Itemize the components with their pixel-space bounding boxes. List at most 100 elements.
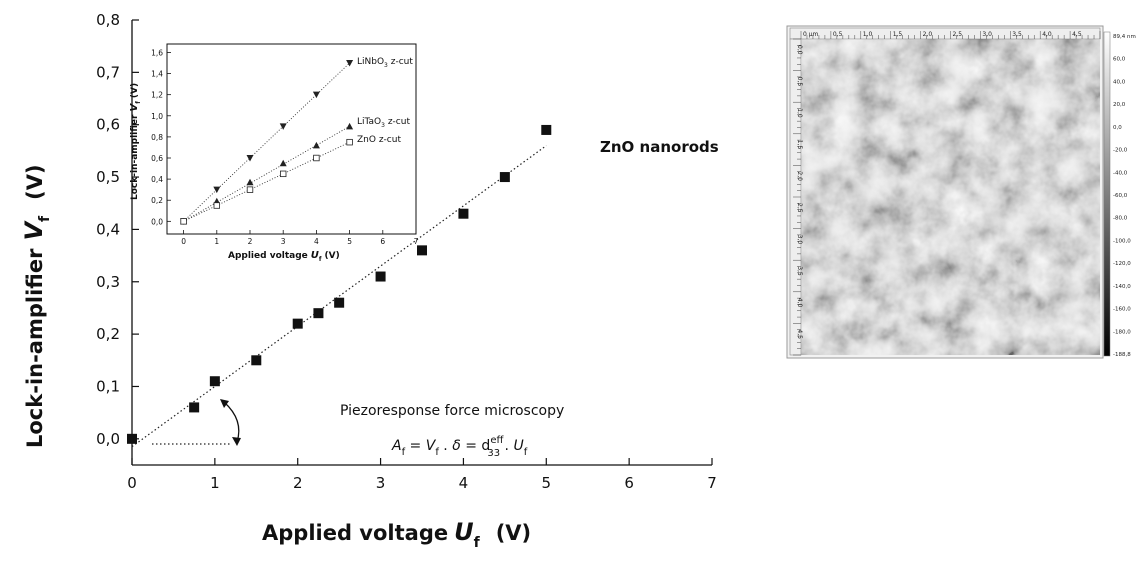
formula-a-sub: f xyxy=(402,447,406,458)
data-point-zno-nanorods xyxy=(334,297,345,308)
afm-colorbar-label: -140,0 xyxy=(1113,284,1131,290)
x-axis-title-sub: f xyxy=(474,535,481,551)
inset-label-litao3: LiTaO3 z-cut xyxy=(357,117,410,129)
x-axis-title-symbol: U xyxy=(454,518,474,546)
inset-y-tick-label: 0,0 xyxy=(151,217,163,226)
x-tick-label: 1 xyxy=(210,474,220,492)
afm-colorbar-label: 40,0 xyxy=(1113,79,1126,85)
y-tick-label: 0,3 xyxy=(96,273,120,291)
inset-label-litao3-name: LiTaO xyxy=(357,117,381,127)
inset-label-litao3-sub: 3 xyxy=(381,122,385,129)
afm-top-tick-label: 1,0 xyxy=(863,31,873,38)
inset-point-litao3 xyxy=(346,122,354,130)
afm-surface xyxy=(801,39,1100,355)
afm-top-tick-label: 3,5 xyxy=(1012,31,1022,38)
inset-point-zno-z-cut xyxy=(213,202,220,209)
inset-x-axis-title-sub: f xyxy=(319,256,322,263)
inset-label-linbo3-suffix: z-cut xyxy=(388,57,413,67)
inset-y-tick-label: 1,6 xyxy=(151,48,163,57)
x-tick-label: 4 xyxy=(459,474,469,492)
afm-left-tick-label: 1,5 xyxy=(796,140,803,150)
inset-y-tick-label: 0,4 xyxy=(151,175,163,184)
inset-label-linbo3-sub: 3 xyxy=(384,62,388,69)
afm-left-tick-label: 0,5 xyxy=(796,77,803,87)
data-points xyxy=(127,124,552,444)
afm-left-tick-label: 2,5 xyxy=(796,203,803,213)
y-axis-title-text: Lock-in-amplifier xyxy=(23,248,47,448)
data-point-zno-nanorods xyxy=(313,308,324,319)
afm-colorbar-label: -40,0 xyxy=(1113,170,1128,176)
afm-left-tick-label: 4,0 xyxy=(796,298,803,308)
inset-point-zno-z-cut xyxy=(313,154,320,162)
main-chart: 0 1 2 3 4 5 6 7 0,0 0,1 0,2 0,3 0,4 0,5 0,6 0,7 0,8 ZnO … xyxy=(20,11,719,551)
inset-point-linbo3 xyxy=(246,155,254,162)
inset-x-axis-title-text: Applied voltage xyxy=(228,251,308,261)
afm-colorbar-labels: 89,4 nm 60,0 40,0 20,0 0,0 -20,0 -40,0 -60,0 -80… xyxy=(1113,34,1136,358)
x-axis-title: Applied voltage Uf (V) xyxy=(262,518,531,551)
fit-line-segment xyxy=(131,145,547,448)
data-point-zno-nanorods xyxy=(251,355,262,366)
inset-label-linbo3: LiNbO3 z-cut xyxy=(357,57,413,69)
afm-colorbar xyxy=(1103,31,1111,357)
data-point-zno-nanorods xyxy=(541,124,552,135)
formula-v-sub: f xyxy=(435,447,439,458)
arrow-head-top xyxy=(220,399,229,408)
y-tick-label: 0,1 xyxy=(96,377,120,395)
x-tick-label: 7 xyxy=(707,474,717,492)
afm-top-tick-label: 4,5 xyxy=(1072,31,1082,38)
inset-x-axis-title-symbol: U xyxy=(311,250,319,261)
inset-point-litao3 xyxy=(279,159,287,167)
afm-colorbar-label: -100,0 xyxy=(1113,238,1131,244)
afm-top-tick-label: 0 µm xyxy=(803,31,819,38)
y-tick-label: 0,8 xyxy=(96,11,120,29)
method-label: Piezoresponse force microscopy xyxy=(340,403,564,419)
afm-top-tick-label: 4,0 xyxy=(1042,31,1052,38)
y-tick-label: 0,2 xyxy=(96,325,120,343)
afm-top-tick-label: 2,0 xyxy=(923,31,933,38)
inset-data-points xyxy=(180,60,354,225)
x-axis-title-unit: (V) xyxy=(496,521,531,545)
inset-point-litao3 xyxy=(312,141,320,149)
afm-left-ticks: 0,0 0,5 1,0 1,5 2,0 2,5 3,0 3,5 4,0 4,5 xyxy=(793,38,803,356)
afm-colorbar-label: 60,0 xyxy=(1113,57,1126,63)
inset-x-tick-label: 2 xyxy=(248,237,253,246)
afm-colorbar-label: 89,4 nm xyxy=(1113,34,1136,40)
y-tick-label: 0,7 xyxy=(96,63,120,81)
afm-left-tick-label: 1,0 xyxy=(796,108,803,118)
afm-colorbar-label: 0,0 xyxy=(1113,125,1122,131)
inset-x-tick-label: 3 xyxy=(281,237,286,246)
formula: Af = Vf . δ = deff 33 . Uf xyxy=(391,435,528,459)
inset-fit-linbo3 xyxy=(183,62,350,222)
inset-fit-litao3 xyxy=(183,125,350,222)
series-label: ZnO nanorods xyxy=(600,138,719,156)
inset-x-tick-label: 4 xyxy=(314,237,319,246)
inset-x-axis-title: Applied voltage Uf (V) xyxy=(228,250,340,263)
main-axes xyxy=(131,20,712,466)
inset-y-tick-label: 1,0 xyxy=(151,112,163,121)
data-point-zno-nanorods xyxy=(458,208,469,219)
formula-delta: δ xyxy=(452,438,461,454)
formula-d-sub: 33 xyxy=(487,448,500,459)
inset-fit-lines xyxy=(183,62,350,222)
y-tick-label: 0,4 xyxy=(96,220,120,238)
inset-x-tick-label: 1 xyxy=(214,237,219,246)
inset-y-axis-title-symbol: V xyxy=(129,103,140,112)
inset-y-tick-label: 1,2 xyxy=(151,91,163,100)
angle-arc xyxy=(223,401,240,443)
inset-point-zno-z-cut xyxy=(246,186,254,193)
y-tick-label: 0,0 xyxy=(96,430,120,448)
inset-point-linbo3 xyxy=(312,91,320,99)
inset-y-tick-label: 0,2 xyxy=(151,196,163,205)
afm-left-tick-label: 4,5 xyxy=(796,329,803,339)
inset-x-tick-label: 6 xyxy=(380,237,385,246)
inset-x-tick-label: 0 xyxy=(181,237,186,246)
inset-ticks: 0 1 2 3 4 5 6 7 0,0 0,2 0,4 0,6 0,8 1,0 1,2 1,4 1,6 xyxy=(151,48,419,246)
formula-dot2: . xyxy=(500,438,513,454)
data-point-zno-nanorods xyxy=(209,376,220,387)
formula-eq2: = d xyxy=(461,438,491,454)
y-axis-title-symbol: V xyxy=(20,220,48,241)
afm-left-tick-label: 2,0 xyxy=(796,171,803,181)
inset-label-linbo3-name: LiNbO xyxy=(357,57,384,67)
afm-left-tick-label: 3,5 xyxy=(796,266,803,276)
afm-colorbar-label: -20,0 xyxy=(1113,148,1128,154)
